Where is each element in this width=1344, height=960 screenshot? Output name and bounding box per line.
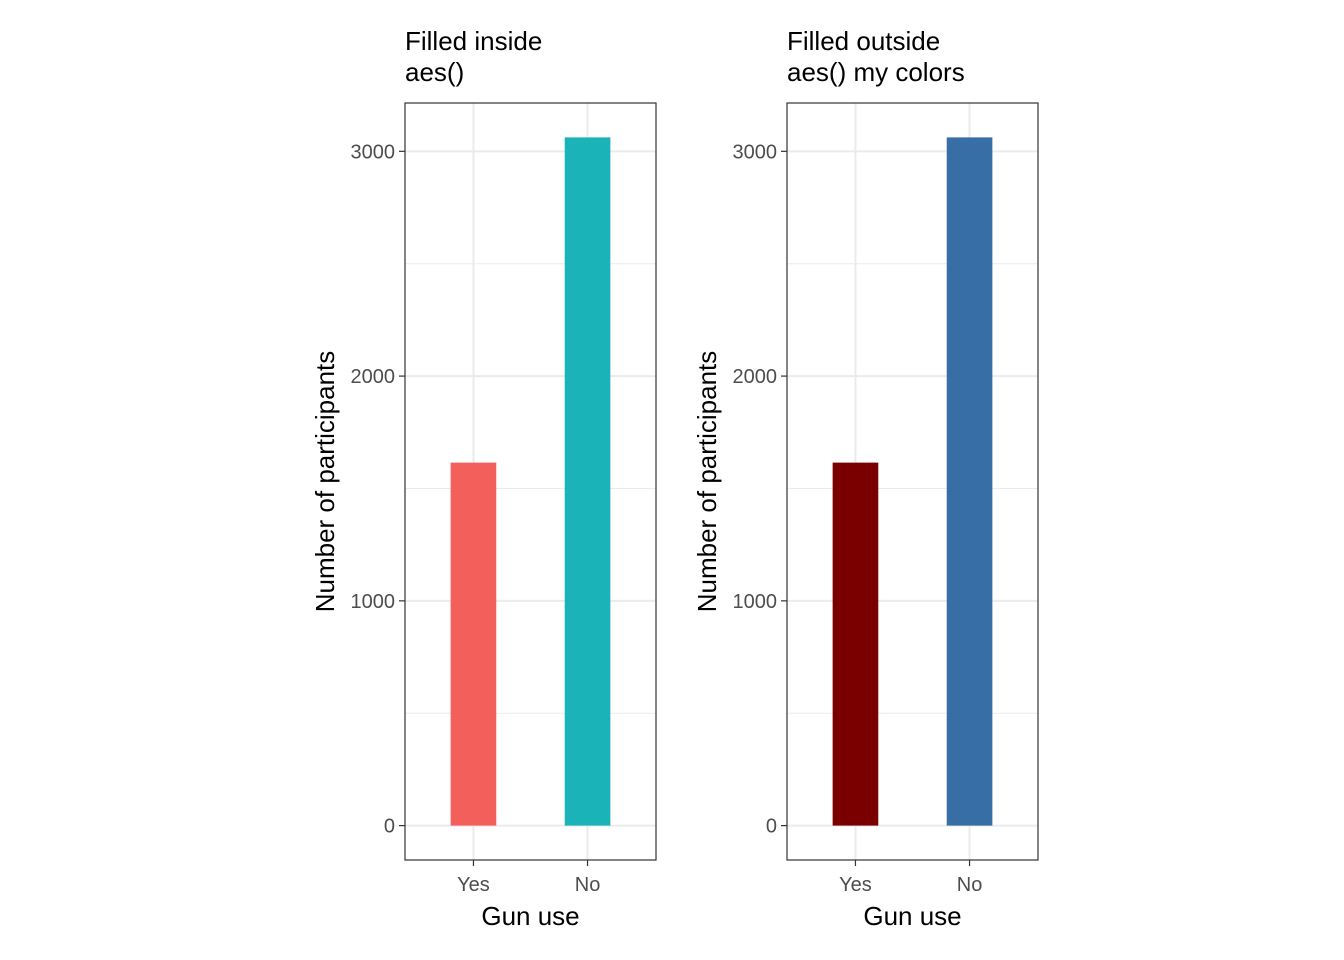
y-tick-label: 0	[766, 816, 777, 838]
y-tick-label: 3000	[351, 141, 396, 163]
panel-title-line: aes() my colors	[787, 57, 965, 87]
bar-no	[564, 137, 611, 826]
panel-title-line: Filled outside	[787, 26, 940, 56]
panel-title-line: Filled inside	[405, 26, 542, 56]
y-tick-label: 2000	[733, 366, 778, 388]
x-tick-label: Yes	[839, 874, 872, 896]
panel-border	[404, 102, 657, 861]
panel-border	[786, 102, 1039, 861]
bar-no	[946, 137, 993, 826]
y-tick-label: 0	[384, 816, 395, 838]
panel-2: 0 1000 2000 3000 Yes No Gun use Number of parti…	[692, 26, 1039, 931]
x-tick-label: No	[957, 874, 983, 896]
bar-yes	[832, 462, 879, 826]
x-axis-title: Gun use	[863, 901, 961, 931]
y-tick-label: 1000	[733, 591, 778, 613]
x-axis-title: Gun use	[481, 901, 579, 931]
y-axis-title: Number of participants	[310, 351, 340, 613]
x-tick-label: Yes	[457, 874, 490, 896]
y-tick-label: 2000	[351, 366, 396, 388]
x-tick-label: No	[575, 874, 601, 896]
panel-title-line: aes()	[405, 57, 464, 87]
y-tick-label: 3000	[733, 141, 778, 163]
y-axis-title: Number of participants	[692, 351, 722, 613]
bar-yes	[450, 462, 497, 826]
panel-1: 0 1000 2000 3000 Yes No Gun use Number of parti…	[310, 26, 657, 931]
y-tick-label: 1000	[351, 591, 396, 613]
